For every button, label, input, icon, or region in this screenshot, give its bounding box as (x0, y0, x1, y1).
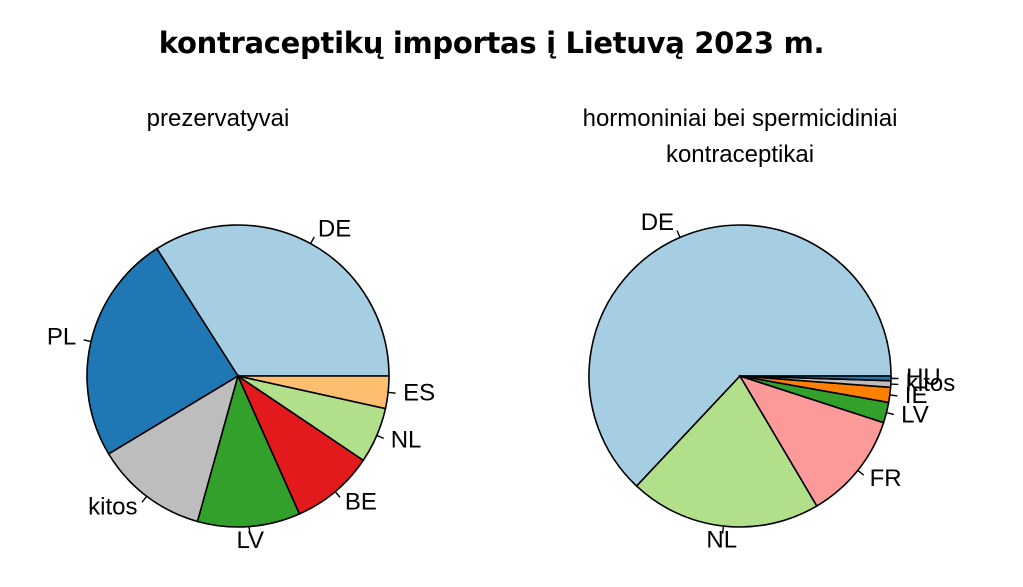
condom-pie-tick-es (388, 391, 396, 394)
chart-main-title: kontraceptikų importas į Lietuvą 2023 m. (158, 26, 825, 60)
hormonal-pie-label-ie: IE (905, 382, 928, 409)
condom-pie-slice-es (237, 375, 390, 410)
condom-pie-label-es: ES (403, 379, 435, 406)
hormonal-pie-tick-de (676, 230, 681, 238)
condom-pie-slice-pl (86, 247, 240, 456)
condom-pie-label-de: DE (318, 216, 351, 243)
condom-pie-slice-kitos (107, 374, 240, 523)
condom-pie-tick-pl (83, 339, 92, 343)
condom-pie-label-pl: PL (47, 323, 76, 350)
left-pie-title: prezervatyvai (146, 105, 290, 132)
condom-pie-tick-nl (376, 434, 385, 440)
hormonal-pie-slice-hu (739, 375, 892, 382)
hormonal-pie-tick-nl (721, 526, 725, 534)
condom-pie-tick-de (310, 236, 315, 244)
hormonal-pie-label-de: DE (641, 209, 674, 236)
condom-pie-label-lv: LV (236, 527, 264, 554)
right-pie-title-line2: kontraceptikai (665, 141, 815, 168)
hormonal-pie-label-fr: FR (870, 465, 902, 492)
hormonal-pie-tick-ie (889, 394, 898, 397)
hormonal-pie-label-kitos: kitos (906, 370, 955, 397)
condom-pie-label-nl: NL (391, 427, 422, 454)
hormonal-pie-tick-lv (886, 411, 894, 416)
condom-pie-label-kitos: kitos (88, 494, 137, 521)
condom-pie-label-be: BE (345, 488, 377, 515)
right-pie-title-line1: hormoniniai bei spermicidiniai (582, 105, 898, 132)
condom-pie-tick-be (334, 491, 341, 498)
condom-pie-tick-kitos (141, 495, 148, 503)
hormonal-pie-tick-fr (857, 469, 865, 476)
right-pie-title: hormoniniai bei spermicidiniai kontracep… (500, 101, 980, 173)
condom-pie-slice-lv (196, 373, 301, 528)
hormonal-pie-slice-nl (635, 374, 818, 528)
hormonal-pie-label-nl: NL (706, 526, 737, 553)
hormonal-pie-label-lv: LV (901, 402, 929, 429)
condom-pie-slice-be (236, 373, 365, 515)
condom-pie-tick-lv (248, 526, 251, 535)
hormonal-pie-slice-fr (738, 374, 885, 508)
hormonal-pie-label-hu: HU (906, 364, 941, 391)
hormonal-pie-slice-de (588, 224, 892, 488)
